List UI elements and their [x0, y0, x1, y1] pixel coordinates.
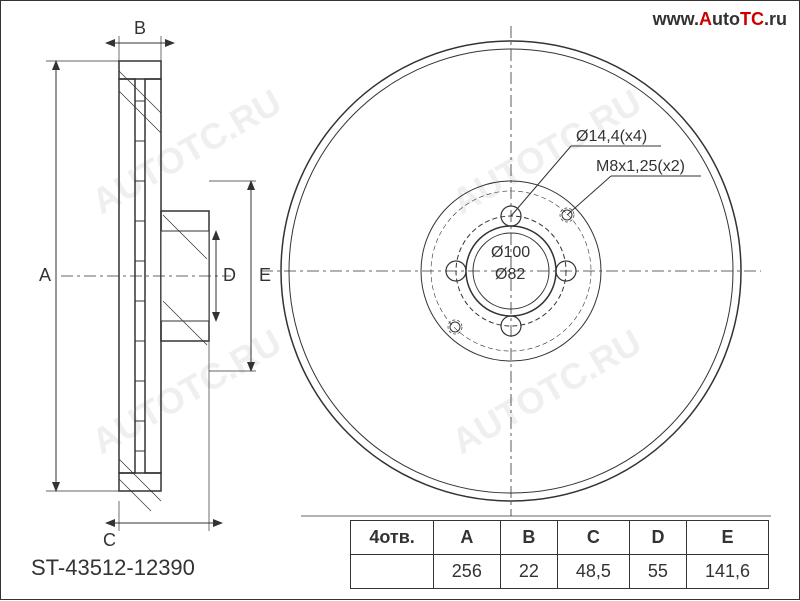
technical-drawing: Ø14,4(x4) M8x1,25(x2) Ø100 Ø82: [1, 1, 800, 601]
table-col-B: B: [500, 521, 557, 555]
table-col-A: A: [433, 521, 500, 555]
callout-pcd: Ø100: [491, 244, 530, 261]
diagram-container: AUTOTC.RU AUTOTC.RU AUTOTC.RU AUTOTC.RU …: [0, 0, 800, 600]
dim-label-E: E: [259, 265, 271, 285]
callout-hub: Ø82: [495, 266, 525, 283]
table-val-B: 22: [500, 555, 557, 589]
side-view: A B C D E: [39, 18, 271, 550]
table-val-E: 141,6: [686, 555, 768, 589]
table-col-C: C: [557, 521, 629, 555]
callout-bolt-holes: Ø14,4(x4): [576, 128, 647, 145]
dimension-table: 4отв. A B C D E 256 22 48,5 55 141,6: [350, 520, 769, 589]
callout-thread: M8x1,25(x2): [596, 158, 685, 175]
part-number: ST-43512-12390: [31, 555, 195, 581]
table-val-A: 256: [433, 555, 500, 589]
table-val-C: 48,5: [557, 555, 629, 589]
dim-label-A: A: [39, 265, 51, 285]
table-col-E: E: [686, 521, 768, 555]
table-header-holes: 4отв.: [351, 521, 433, 555]
table-col-D: D: [629, 521, 686, 555]
table-val-D: 55: [629, 555, 686, 589]
dim-label-D: D: [223, 265, 236, 285]
dim-label-B: B: [134, 18, 146, 38]
front-view: Ø14,4(x4) M8x1,25(x2) Ø100 Ø82: [261, 26, 761, 516]
dim-label-C: C: [103, 530, 116, 550]
